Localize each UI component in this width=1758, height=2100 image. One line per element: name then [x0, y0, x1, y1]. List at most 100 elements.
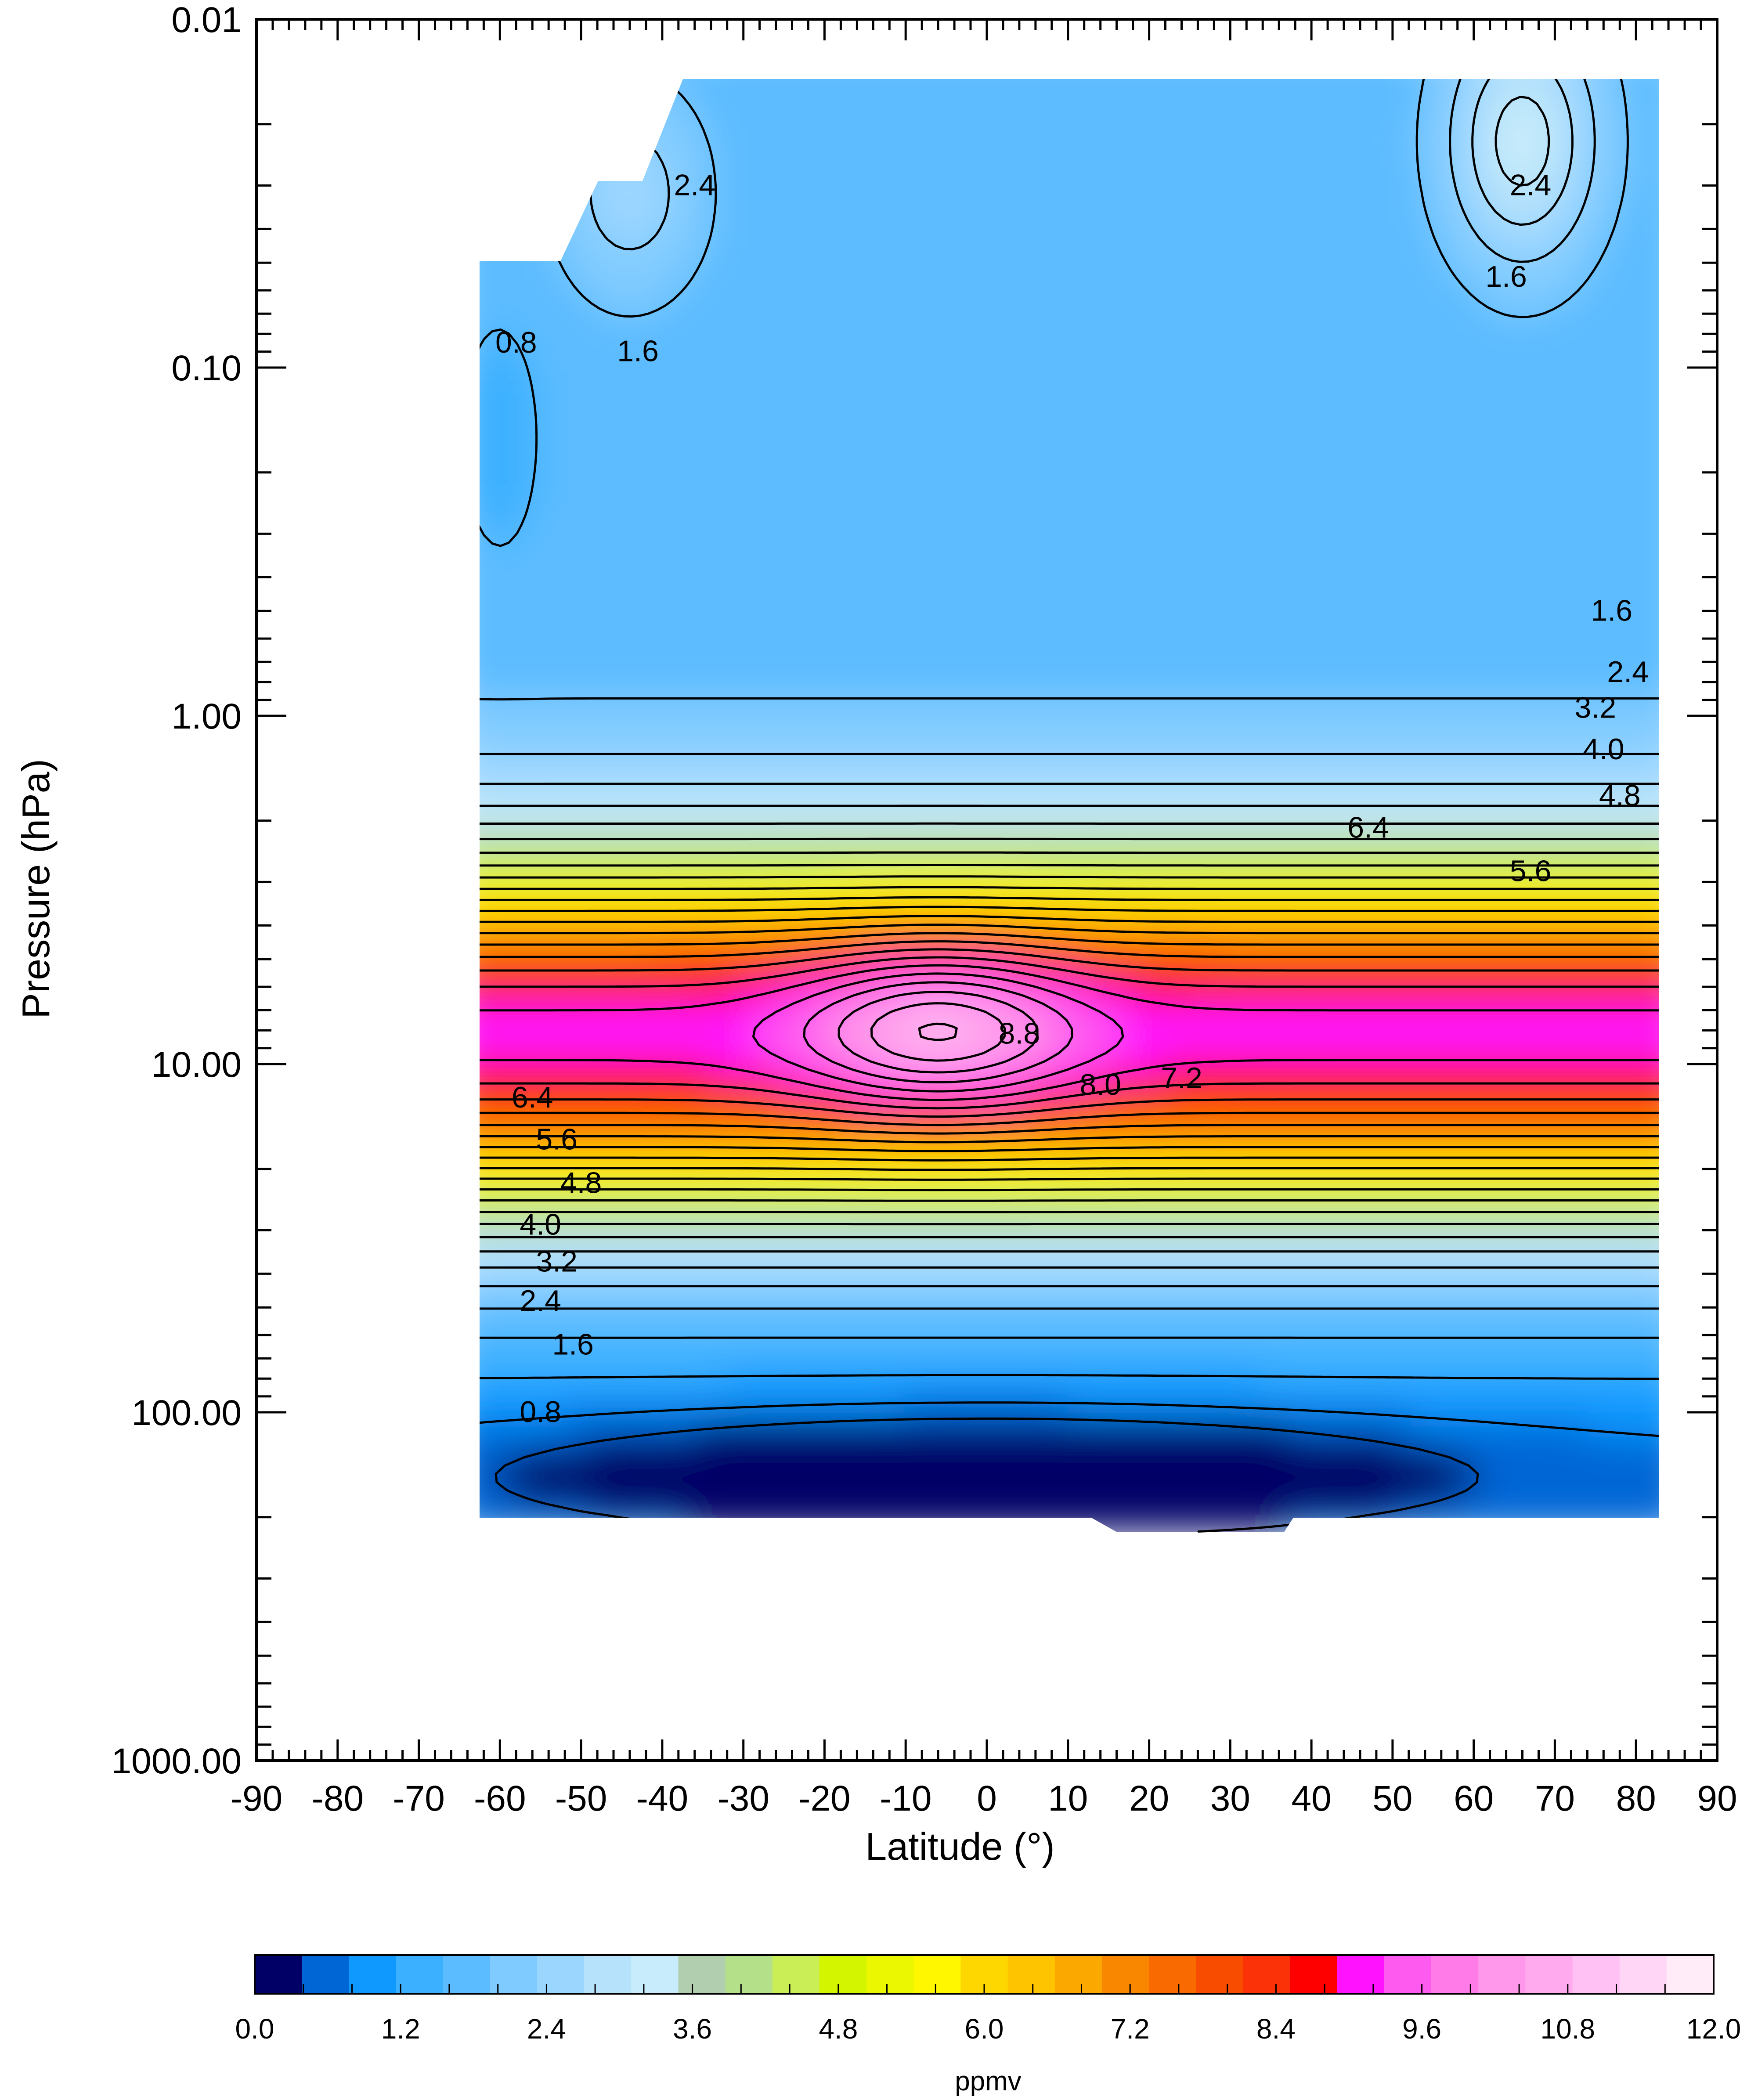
contour-band-cell — [1479, 695, 1494, 709]
contour-band-cell — [711, 330, 726, 345]
contour-band-cell — [917, 263, 932, 277]
contour-band-cell — [821, 533, 836, 547]
contour-band-cell — [451, 47, 466, 61]
contour-band-cell — [931, 155, 946, 169]
contour-band-cell — [725, 343, 740, 358]
contour-band-cell — [520, 546, 534, 561]
contour-band-cell — [465, 573, 480, 587]
contour-band-cell — [1013, 141, 1028, 156]
contour-band-cell — [1273, 479, 1288, 493]
contour-band-cell — [1671, 115, 1686, 129]
contour-band-cell — [492, 451, 507, 466]
contour-band-cell — [958, 101, 973, 115]
contour-band-cell — [1123, 492, 1137, 507]
contour-band-cell — [1287, 425, 1302, 439]
contour-band-cell — [999, 749, 1014, 763]
contour-band-cell — [835, 533, 849, 547]
contour-band-cell — [917, 209, 932, 223]
contour-band-cell — [1054, 236, 1069, 250]
contour-band-cell — [1342, 155, 1357, 169]
contour-band-cell — [1383, 236, 1398, 250]
contour-band-cell — [602, 290, 617, 304]
contour-band-cell — [1260, 695, 1274, 709]
contour-band-cell — [1191, 79, 1206, 88]
contour-band-cell — [753, 546, 767, 561]
contour-band-cell — [547, 505, 562, 520]
contour-band-cell — [1506, 451, 1521, 466]
contour-band-cell — [1013, 533, 1028, 547]
contour-band-cell — [1671, 74, 1686, 88]
contour-band-cell — [1438, 668, 1453, 682]
contour-band-cell — [480, 425, 493, 439]
contour-band-cell — [506, 546, 520, 561]
contour-band-cell — [1314, 559, 1329, 574]
contour-band-cell — [944, 749, 959, 763]
contour-band-cell — [1205, 762, 1220, 776]
contour-band-cell — [698, 61, 712, 75]
contour-band-cell — [999, 681, 1014, 696]
contour-band-cell — [1520, 236, 1535, 250]
contour-band-cell — [835, 505, 849, 520]
contour-band-cell — [1314, 425, 1329, 439]
contour-band-cell — [1438, 87, 1453, 102]
contour-band-cell — [684, 668, 699, 682]
contour-band-cell — [615, 290, 630, 304]
contour-band-cell — [1534, 708, 1549, 722]
contour-band-cell — [574, 668, 589, 682]
contour-band-cell — [1273, 155, 1288, 169]
contour-band-cell — [1671, 520, 1686, 534]
contour-band-cell — [1287, 79, 1302, 88]
contour-band-cell — [985, 722, 1000, 736]
contour-band-cell — [807, 627, 822, 642]
contour-band-cell — [1602, 479, 1617, 493]
contour-band-cell — [574, 411, 589, 426]
contour-band-cell — [1548, 762, 1562, 776]
contour-band-cell — [753, 317, 767, 331]
contour-band-cell — [794, 317, 809, 331]
contour-band-cell — [725, 303, 740, 318]
contour-band-cell — [1013, 384, 1028, 399]
contour-band-cell — [835, 600, 849, 615]
contour-band-cell — [876, 155, 891, 169]
contour-band-cell — [451, 317, 466, 331]
contour-band-cell — [1095, 397, 1110, 412]
contour-band-cell — [890, 263, 904, 277]
contour-band-cell — [492, 397, 507, 412]
contour-band-cell — [588, 371, 603, 385]
contour-band-cell — [1588, 290, 1603, 304]
contour-band-cell — [561, 155, 575, 169]
contour-band-cell — [670, 722, 685, 736]
contour-band-cell — [1040, 559, 1055, 574]
contour-band-cell — [451, 762, 466, 776]
contour-band-cell — [1616, 397, 1631, 412]
contour-band-cell — [917, 438, 932, 453]
contour-band-cell — [1177, 668, 1192, 682]
contour-band-cell — [1397, 425, 1411, 439]
contour-band-cell — [1328, 708, 1343, 722]
contour-band-cell — [1273, 668, 1288, 682]
contour-band-cell — [985, 343, 1000, 358]
contour-band-cell — [944, 101, 959, 115]
contour-band-cell — [1246, 384, 1261, 399]
contour-band-cell — [972, 357, 986, 372]
contour-band-cell — [1588, 141, 1603, 156]
contour-band-cell — [862, 492, 877, 507]
contour-band-cell — [451, 384, 466, 398]
contour-band-cell — [1520, 451, 1535, 466]
contour-band-cell — [480, 317, 493, 331]
contour-band-cell — [917, 371, 932, 385]
contour-band-cell — [1479, 559, 1494, 574]
contour-band-cell — [1588, 465, 1603, 480]
contour-band-cell — [753, 505, 767, 520]
contour-band-cell — [629, 330, 644, 345]
contour-band-cell — [547, 209, 562, 223]
contour-band-cell — [1630, 155, 1644, 169]
contour-band-cell — [1342, 695, 1357, 709]
contour-band-cell — [1191, 627, 1206, 642]
contour-band-cell — [1397, 479, 1411, 493]
contour-band-cell — [506, 182, 520, 196]
contour-band-cell — [588, 438, 603, 453]
contour-band-cell — [1260, 668, 1274, 682]
contour-band-cell — [1616, 384, 1631, 399]
contour-band-cell — [1232, 533, 1247, 547]
